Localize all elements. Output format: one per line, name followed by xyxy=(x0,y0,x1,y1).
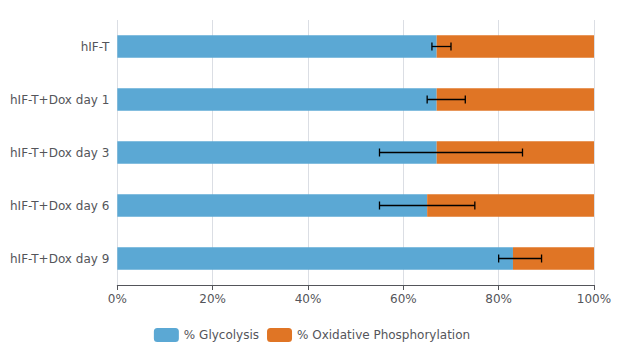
svg-text:hIF-T+Dox day 1: hIF-T+Dox day 1 xyxy=(10,93,109,107)
svg-text:hIF-T+Dox day 3: hIF-T+Dox day 3 xyxy=(10,146,109,160)
svg-text:hIF-T: hIF-T xyxy=(81,40,110,54)
svg-text:hIF-T+Dox day 9: hIF-T+Dox day 9 xyxy=(10,252,109,266)
svg-text:80%: 80% xyxy=(485,292,512,306)
svg-text:100%: 100% xyxy=(577,292,611,306)
svg-text:60%: 60% xyxy=(390,292,417,306)
svg-text:20%: 20% xyxy=(199,292,226,306)
svg-text:0%: 0% xyxy=(108,292,127,306)
svg-text:hIF-T+Dox day 6: hIF-T+Dox day 6 xyxy=(10,199,109,213)
svg-text:% Glycolysis: % Glycolysis xyxy=(184,328,259,342)
svg-text:40%: 40% xyxy=(295,292,322,306)
svg-text:% Oxidative Phosphorylation: % Oxidative Phosphorylation xyxy=(297,328,470,342)
